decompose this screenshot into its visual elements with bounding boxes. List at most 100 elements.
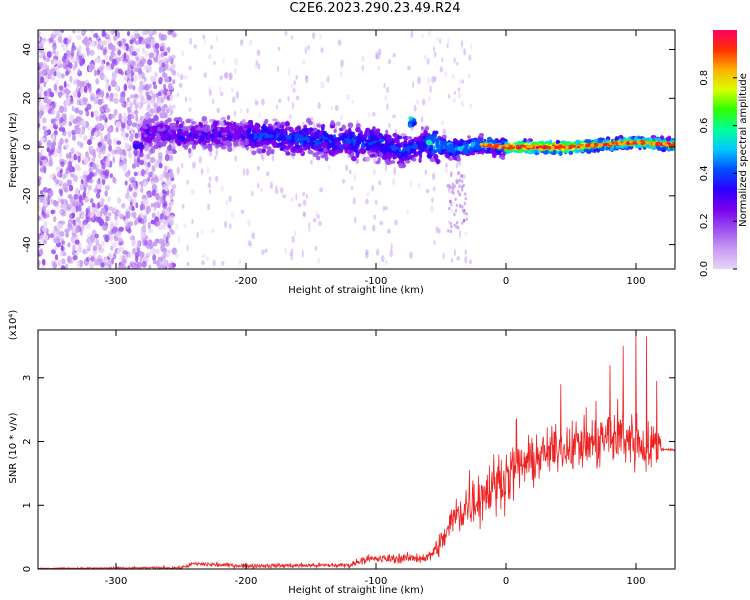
- heatmap-cell: [128, 205, 133, 211]
- heatmap-cell: [177, 235, 181, 244]
- heatmap-cell: [242, 168, 246, 176]
- heatmap-cell: [108, 144, 112, 152]
- heatmap-cell: [375, 160, 381, 165]
- heatmap-cell: [287, 68, 291, 76]
- heatmap-cell: [46, 146, 51, 153]
- heatmap-cell: [464, 231, 468, 236]
- heatmap-cell: [108, 30, 112, 34]
- heatmap-cell: [139, 148, 143, 154]
- heatmap-cell: [143, 37, 149, 45]
- heatmap-cell: [61, 240, 66, 245]
- heatmap-cell: [76, 99, 81, 106]
- heatmap-cell: [277, 46, 281, 51]
- heatmap-cell: [418, 152, 422, 157]
- heatmap-cell: [146, 251, 152, 257]
- heatmap-cell: [328, 149, 335, 155]
- heatmap-cell: [79, 142, 84, 148]
- heatmap-cell: [440, 120, 445, 126]
- heatmap-cell: [421, 98, 426, 106]
- heatmap-cell: [126, 187, 130, 195]
- heatmap-cell: [558, 151, 563, 157]
- heatmap-cell: [90, 211, 94, 218]
- heatmap-cell: [447, 93, 451, 99]
- heatmap-cell: [190, 120, 196, 125]
- heatmap-cell: [102, 48, 107, 56]
- heatmap-cell: [488, 144, 493, 148]
- heatmap-cell: [127, 265, 131, 269]
- heatmap-cell: [365, 146, 371, 151]
- heatmap-cell: [58, 85, 64, 91]
- heatmap-cell: [146, 166, 149, 175]
- heatmap-cell: [394, 136, 398, 143]
- heatmap-cell: [460, 40, 464, 47]
- heatmap-cell: [152, 259, 157, 265]
- heatmap-cell: [168, 135, 172, 141]
- heatmap-cell: [146, 94, 152, 101]
- heatmap-cell: [256, 165, 261, 171]
- heatmap-cell: [474, 139, 481, 145]
- heatmap-cell: [88, 179, 94, 184]
- heatmap-cell: [133, 149, 139, 155]
- heatmap-cell: [299, 130, 303, 135]
- heatmap-cell: [127, 80, 131, 86]
- heatmap-cell: [215, 35, 219, 42]
- heatmap-cell: [201, 253, 206, 259]
- heatmap-cell: [151, 118, 156, 124]
- heatmap-cell: [179, 74, 184, 81]
- heatmap-cell: [137, 170, 142, 177]
- heatmap-cell: [65, 82, 71, 88]
- heatmap-cell: [457, 225, 460, 230]
- heatmap-cell: [390, 144, 395, 150]
- heatmap-cell: [91, 40, 96, 48]
- heatmap-cell: [183, 223, 187, 229]
- heatmap-cell: [71, 105, 75, 112]
- snr-series-line: [38, 330, 675, 569]
- heatmap-cell: [427, 76, 431, 85]
- heatmap-cell: [106, 138, 112, 146]
- heatmap-cell: [113, 92, 119, 98]
- heatmap-cell: [43, 206, 46, 213]
- heatmap-cell: [60, 30, 65, 34]
- heatmap-cell: [162, 57, 168, 62]
- heatmap-cell: [375, 248, 380, 256]
- heatmap-cell: [115, 146, 121, 153]
- heatmap-cell: [113, 206, 117, 213]
- heatmap-cell: [453, 248, 457, 257]
- heatmap-cell: [101, 241, 105, 247]
- heatmap-cell: [281, 144, 287, 149]
- heatmap-cell: [160, 174, 164, 182]
- heatmap-cell: [319, 187, 324, 193]
- heatmap-cell: [84, 40, 90, 47]
- heatmap-cell: [464, 255, 468, 264]
- heatmap-cell: [44, 64, 50, 71]
- heatmap-cell: [91, 202, 96, 208]
- heatmap-cell: [80, 213, 85, 220]
- heatmap-cell: [46, 91, 50, 98]
- heatmap-cell: [469, 147, 474, 151]
- heatmap-cell: [39, 136, 44, 142]
- heatmap-cell: [431, 149, 438, 154]
- heatmap-cell: [38, 204, 41, 212]
- heatmap-cell: [256, 49, 261, 56]
- heatmap-cell: [224, 72, 229, 79]
- heatmap-cell: [395, 143, 401, 148]
- heatmap-cell: [164, 76, 170, 83]
- heatmap-cell: [219, 121, 225, 127]
- heatmap-cell: [38, 111, 43, 120]
- heatmap-cell: [123, 83, 128, 92]
- heatmap-cell: [228, 195, 232, 203]
- heatmap-cell: [621, 142, 625, 146]
- heatmap-cell: [86, 243, 92, 250]
- heatmap-cell: [245, 168, 250, 176]
- heatmap-cell: [172, 188, 176, 195]
- heatmap-cell: [170, 229, 175, 235]
- heatmap-cell: [149, 75, 154, 82]
- heatmap-cell: [181, 162, 184, 169]
- heatmap-cell: [95, 93, 101, 99]
- heatmap-cell: [249, 119, 254, 126]
- heatmap-cell: [374, 199, 378, 206]
- heatmap-cell: [293, 229, 297, 237]
- heatmap-cell: [250, 125, 255, 131]
- heatmap-cell: [557, 145, 562, 149]
- heatmap-cell: [176, 71, 180, 78]
